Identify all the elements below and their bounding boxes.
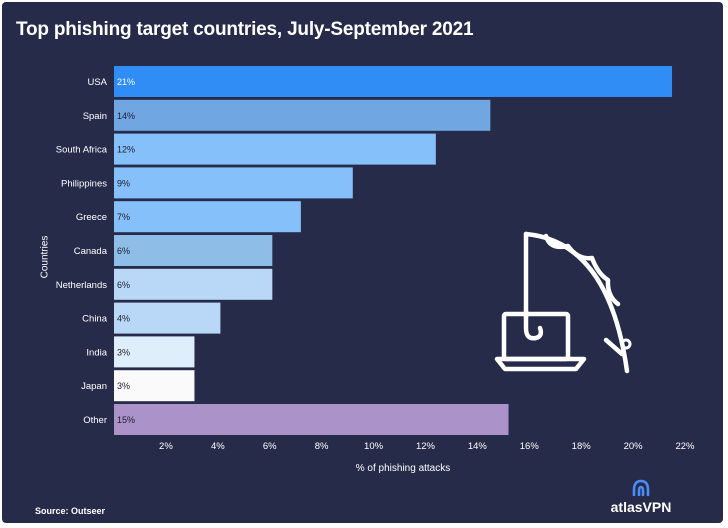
x-tick-label: 4%	[211, 441, 225, 452]
x-tick-label: 22%	[675, 441, 695, 452]
category-label: India	[86, 347, 107, 358]
bar-india	[114, 336, 195, 368]
category-label: Other	[83, 415, 107, 426]
bar-spain	[114, 99, 491, 131]
x-tick-label: 6%	[263, 441, 277, 452]
category-label: Japan	[81, 381, 107, 392]
fishing-rod-laptop-icon	[494, 231, 632, 374]
data-label: 21%	[117, 77, 135, 87]
category-label: South Africa	[56, 145, 108, 156]
data-label: 7%	[117, 212, 130, 222]
bar-other	[114, 404, 509, 435]
x-tick-label: 10%	[364, 441, 384, 452]
bar-south-africa	[114, 133, 436, 165]
x-tick-label: 12%	[416, 441, 436, 452]
chart-card: Top phishing target countries, July-Sept…	[2, 2, 723, 523]
bar-china	[114, 302, 221, 334]
category-label: Spain	[83, 111, 107, 122]
bar-usa	[114, 66, 673, 97]
x-tick-label: 18%	[572, 441, 592, 452]
data-label: 6%	[117, 280, 130, 290]
source-note: Source: Outseer	[35, 506, 106, 516]
data-label: 12%	[117, 145, 135, 155]
bar-japan	[114, 370, 195, 402]
category-label: China	[82, 314, 108, 325]
data-label: 6%	[117, 246, 130, 256]
category-label: Netherlands	[56, 280, 107, 291]
chart-title: Top phishing target countries, July-Sept…	[16, 19, 474, 40]
x-axis-label: % of phishing attacks	[355, 463, 451, 474]
bar-chart: USA 21% Spain 14% South Africa 12% Philippines…	[56, 66, 695, 452]
category-label: Philippines	[61, 178, 107, 189]
data-label: 14%	[117, 111, 135, 121]
bar-philippines	[114, 167, 353, 199]
bar-canada	[114, 235, 273, 266]
category-label: Canada	[74, 246, 108, 257]
bar-greece	[114, 201, 301, 233]
data-label: 3%	[117, 381, 130, 391]
brand-name: atlasVPN	[610, 499, 672, 515]
x-tick-label: 20%	[624, 441, 644, 452]
data-label: 9%	[117, 178, 130, 188]
data-label: 4%	[117, 314, 130, 324]
wifi-logo-icon	[632, 479, 650, 496]
data-label: 3%	[117, 347, 130, 357]
x-tick-label: 8%	[315, 441, 329, 452]
bar-netherlands	[114, 268, 273, 300]
category-label: Greece	[76, 212, 107, 223]
category-label: USA	[87, 77, 107, 88]
atlasvpn-logo: atlasVPN	[606, 478, 676, 518]
x-tick-label: 2%	[159, 441, 173, 452]
x-tick-label: 16%	[520, 441, 540, 452]
y-axis-label: Countries	[39, 235, 51, 279]
x-tick-label: 14%	[468, 441, 488, 452]
data-label: 15%	[117, 415, 135, 425]
